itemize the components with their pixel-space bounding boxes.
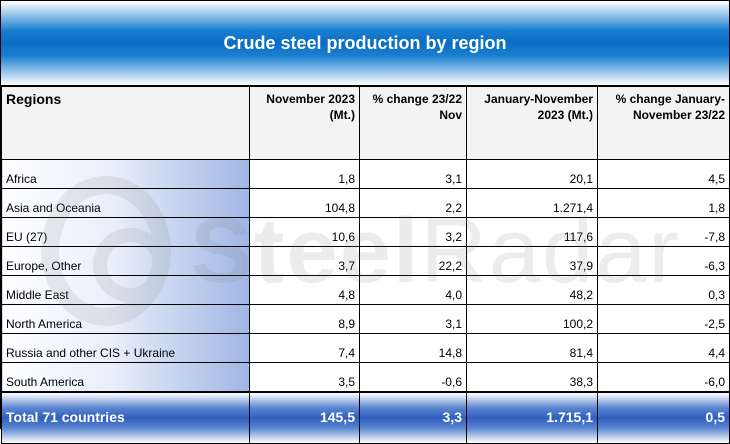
jan-nov-cell: 20,1	[466, 159, 598, 189]
pct-nov-cell: 22,2	[359, 246, 467, 276]
region-cell: South America	[1, 362, 250, 393]
total-pct-nov: 3,3	[359, 391, 467, 444]
pct-nov-cell: 3,1	[359, 304, 467, 334]
nov-cell: 104,8	[249, 188, 360, 218]
jan-nov-cell: 37,9	[466, 246, 598, 276]
region-cell: North America	[1, 304, 250, 334]
table-row: Asia and Oceania 104,8 2,2 1.271,4 1,8	[1, 188, 730, 218]
header-pct-change-nov: % change 23/22 Nov	[359, 86, 467, 160]
table-row: EU (27) 10,6 3,2 117,6 -7,8	[1, 217, 730, 247]
header-nov-2023: November 2023 (Mt.)	[249, 86, 360, 160]
pct-nov-cell: 4,0	[359, 275, 467, 305]
nov-cell: 4,8	[249, 275, 360, 305]
pct-jan-nov-cell: 4,4	[597, 333, 730, 363]
jan-nov-cell: 81,4	[466, 333, 598, 363]
pct-jan-nov-cell: -6,0	[597, 362, 730, 393]
total-jan-nov: 1.715,1	[466, 391, 598, 444]
table-row: South America 3,5 -0,6 38,3 -6,0	[1, 362, 730, 393]
region-cell: Asia and Oceania	[1, 188, 250, 218]
table-row: Europe, Other 3,7 22,2 37,9 -6,3	[1, 246, 730, 276]
nov-cell: 8,9	[249, 304, 360, 334]
jan-nov-cell: 38,3	[466, 362, 598, 393]
nov-cell: 3,5	[249, 362, 360, 393]
table-title: Crude steel production by region	[223, 32, 507, 53]
table-row: Russia and other CIS + Ukraine 7,4 14,8 …	[1, 333, 730, 363]
jan-nov-cell: 48,2	[466, 275, 598, 305]
table-row: Africa 1,8 3,1 20,1 4,5	[1, 159, 730, 189]
nov-cell: 7,4	[249, 333, 360, 363]
total-label: Total 71 countries	[1, 391, 250, 444]
table-row: Middle East 4,8 4,0 48,2 0,3	[1, 275, 730, 305]
pct-nov-cell: 3,2	[359, 217, 467, 247]
pct-jan-nov-cell: 0,3	[597, 275, 730, 305]
header-jan-nov-2023: January-November 2023 (Mt.)	[466, 86, 598, 160]
production-table: Regions November 2023 (Mt.) % change 23/…	[1, 86, 730, 444]
pct-jan-nov-cell: 4,5	[597, 159, 730, 189]
header-pct-change-jan-nov: % change January-November 23/22	[597, 86, 730, 160]
nov-cell: 1,8	[249, 159, 360, 189]
header-row: Regions November 2023 (Mt.) % change 23/…	[1, 86, 730, 160]
pct-nov-cell: 14,8	[359, 333, 467, 363]
region-cell: Europe, Other	[1, 246, 250, 276]
pct-nov-cell: 2,2	[359, 188, 467, 218]
nov-cell: 10,6	[249, 217, 360, 247]
header-regions: Regions	[1, 86, 250, 160]
pct-jan-nov-cell: 1,8	[597, 188, 730, 218]
region-cell: Middle East	[1, 275, 250, 305]
region-cell: EU (27)	[1, 217, 250, 247]
jan-nov-cell: 117,6	[466, 217, 598, 247]
pct-nov-cell: -0,6	[359, 362, 467, 393]
total-nov: 145,5	[249, 391, 360, 444]
total-row: Total 71 countries 145,5 3,3 1.715,1 0,5	[1, 391, 730, 444]
table-row: North America 8,9 3,1 100,2 -2,5	[1, 304, 730, 334]
jan-nov-cell: 100,2	[466, 304, 598, 334]
pct-jan-nov-cell: -7,8	[597, 217, 730, 247]
pct-jan-nov-cell: -2,5	[597, 304, 730, 334]
nov-cell: 3,7	[249, 246, 360, 276]
title-bar: Crude steel production by region	[1, 1, 729, 86]
jan-nov-cell: 1.271,4	[466, 188, 598, 218]
region-cell: Russia and other CIS + Ukraine	[1, 333, 250, 363]
pct-nov-cell: 3,1	[359, 159, 467, 189]
region-cell: Africa	[1, 159, 250, 189]
pct-jan-nov-cell: -6,3	[597, 246, 730, 276]
total-pct-jan-nov: 0,5	[597, 391, 730, 444]
